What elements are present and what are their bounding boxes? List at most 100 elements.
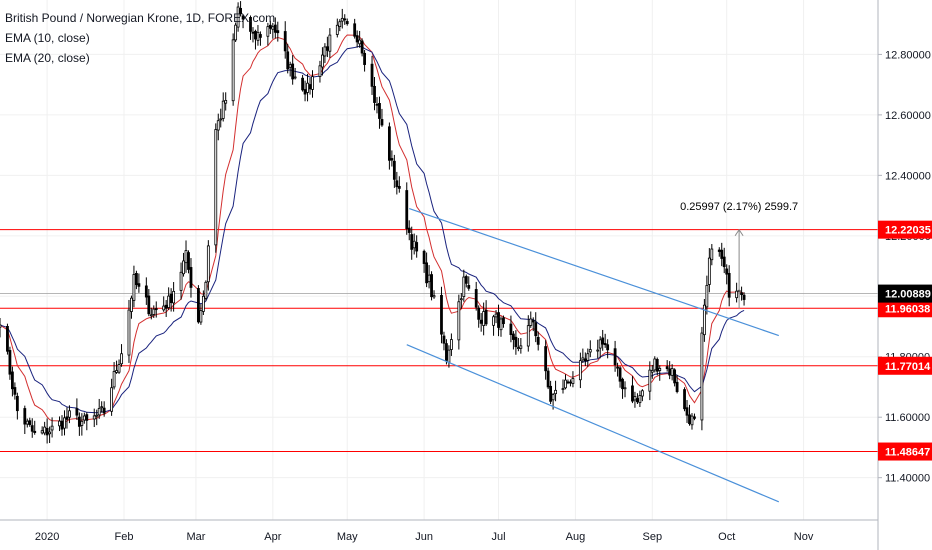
candle-body xyxy=(613,348,617,366)
candle-body xyxy=(519,345,523,349)
level-price-tag: 11.77014 xyxy=(885,361,931,373)
candle-body xyxy=(112,371,116,388)
candle-body xyxy=(276,30,280,34)
candle-body xyxy=(494,313,498,318)
candle-body xyxy=(75,408,79,416)
candle-body xyxy=(6,325,9,352)
candle-body xyxy=(445,343,448,361)
candle-body xyxy=(219,118,223,121)
candle-body xyxy=(147,295,151,315)
candle-body xyxy=(335,24,339,35)
candle-body xyxy=(640,390,644,397)
candle-body xyxy=(273,24,277,33)
candle-body xyxy=(23,408,27,425)
time-tick-label: Oct xyxy=(718,531,735,543)
measure-arrow xyxy=(734,228,744,237)
candle-body xyxy=(655,359,659,372)
time-tick-label: Apr xyxy=(264,531,281,543)
level-price-tag: 11.48647 xyxy=(885,447,930,459)
candle-body xyxy=(717,249,721,252)
candle-body xyxy=(631,385,634,402)
candle-body xyxy=(740,292,743,296)
candle-body xyxy=(467,285,471,289)
candle-body xyxy=(422,250,426,264)
horizontal-levels[interactable] xyxy=(0,229,878,453)
candle-body xyxy=(363,52,366,65)
candle-body xyxy=(68,410,71,418)
ema-lines xyxy=(0,34,745,423)
candle-body xyxy=(425,262,428,284)
candle-body xyxy=(293,76,297,79)
candle-body xyxy=(502,317,505,325)
candle-body xyxy=(618,367,622,382)
candle-body xyxy=(658,368,662,371)
candle-body xyxy=(254,30,257,40)
candle-body xyxy=(308,84,312,90)
candle-body xyxy=(668,368,672,376)
candle-body xyxy=(204,281,208,299)
price-tick-label: 12.80000 xyxy=(885,49,931,61)
candle-body xyxy=(514,336,518,348)
candle-body xyxy=(536,336,540,345)
candle-body xyxy=(534,322,538,337)
candle-body xyxy=(516,347,520,349)
candle-body xyxy=(236,6,240,28)
candle-body xyxy=(286,51,290,70)
candle-body xyxy=(358,39,362,45)
price-tick-label: 11.60000 xyxy=(885,412,930,424)
channel-lines[interactable] xyxy=(406,208,780,503)
candle-body xyxy=(13,387,17,395)
candle-body xyxy=(353,23,357,37)
candle-body xyxy=(30,425,34,432)
candle-body xyxy=(201,295,205,312)
candle-body xyxy=(179,271,183,291)
ema10-legend[interactable]: EMA (10, close) xyxy=(5,31,90,45)
candle-body xyxy=(390,158,394,161)
candle-body xyxy=(343,18,347,21)
candle-body xyxy=(355,35,359,43)
candle-body xyxy=(214,129,218,246)
last-price-tag: 12.00889 xyxy=(885,289,931,301)
price-labels: 12.22035 11.96038 11.77014 11.48647 12.00889 xyxy=(878,220,932,461)
candle-body xyxy=(340,17,344,22)
candle-body xyxy=(25,420,29,425)
candle-body xyxy=(440,294,443,335)
symbol-title[interactable]: British Pound / Norwegian Krone, 1D, FOR… xyxy=(5,11,276,25)
candle-body xyxy=(251,31,255,34)
candle-body xyxy=(598,339,602,349)
level-price-tag: 11.96038 xyxy=(885,303,930,315)
ema20-legend[interactable]: EMA (20, close) xyxy=(5,51,90,65)
candle-body xyxy=(28,420,32,425)
candle-body xyxy=(665,366,669,370)
candle-body xyxy=(700,332,704,421)
candlesticks xyxy=(0,1,746,444)
candle-body xyxy=(497,312,500,328)
candle-body xyxy=(410,234,414,250)
candle-body xyxy=(685,407,689,416)
time-tick-label: Feb xyxy=(115,531,134,543)
chart-grid xyxy=(0,0,878,520)
candle-body xyxy=(492,316,495,326)
candle-body xyxy=(484,309,488,325)
candle-body xyxy=(442,335,446,344)
candle-body xyxy=(616,366,619,369)
candle-body xyxy=(636,398,639,403)
candle-body xyxy=(725,268,729,275)
candle-body xyxy=(546,370,550,388)
candle-body xyxy=(474,289,478,308)
measure-tool[interactable]: 0.25997 (2.17%) 2599.7 xyxy=(680,201,798,309)
candle-body xyxy=(77,416,81,427)
candle-body xyxy=(40,430,44,434)
candle-body xyxy=(137,283,141,287)
candle-body xyxy=(373,85,376,103)
candle-body xyxy=(102,407,106,414)
candle-body xyxy=(720,249,724,259)
candle-body xyxy=(115,370,118,373)
candle-body xyxy=(499,318,503,331)
candle-body xyxy=(529,318,533,326)
time-tick-label: Jul xyxy=(491,531,505,543)
candle-body xyxy=(82,415,86,421)
candle-body xyxy=(670,368,674,376)
candle-body xyxy=(564,379,567,389)
